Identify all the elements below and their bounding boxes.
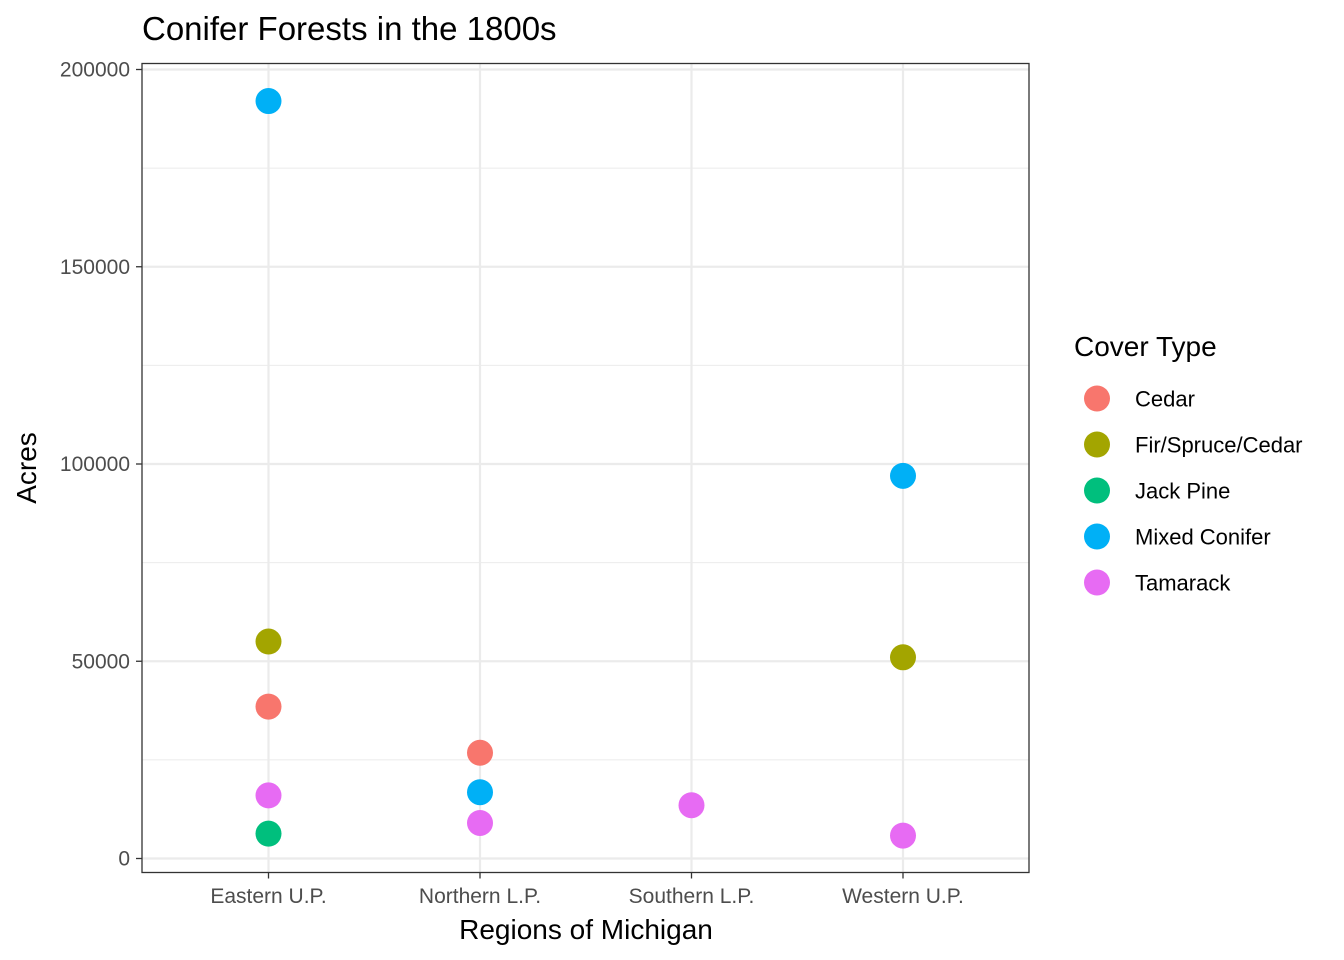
data-point xyxy=(467,779,493,806)
legend-key xyxy=(1084,431,1110,458)
chart-title: Conifer Forests in the 1800s xyxy=(142,10,557,47)
data-point xyxy=(890,822,916,849)
legend-key xyxy=(1084,569,1110,596)
plot-panel-border xyxy=(141,62,1030,874)
legend: Cover Type Cedar Fir/Spruce/Cedar Jack Pin… xyxy=(1074,331,1303,596)
x-tick-label: Northern L.P. xyxy=(419,885,541,908)
data-point xyxy=(255,628,282,655)
data-point xyxy=(255,88,282,115)
axes: 0 50000 100000 150000 200000 Eastern U.P. Nort… xyxy=(60,59,964,909)
legend-label: Jack Pine xyxy=(1135,479,1230,504)
y-tick-label: 50000 xyxy=(72,650,130,673)
data-point xyxy=(890,462,916,489)
y-axis-title: Acres xyxy=(11,432,42,504)
data-point xyxy=(678,792,705,819)
y-tick-label: 100000 xyxy=(60,453,130,476)
legend-key xyxy=(1084,523,1110,550)
x-tick-label: Western U.P. xyxy=(842,885,964,908)
data-point xyxy=(255,820,282,847)
data-point xyxy=(467,809,493,836)
x-tick-label: Eastern U.P. xyxy=(210,885,326,908)
y-tick-label: 150000 xyxy=(60,256,130,279)
legend-label: Fir/Spruce/Cedar xyxy=(1135,433,1303,458)
data-points xyxy=(255,88,916,849)
x-tick-label: Southern L.P. xyxy=(629,885,755,908)
legend-key xyxy=(1084,385,1110,412)
legend-label: Tamarack xyxy=(1135,571,1231,596)
data-point xyxy=(255,693,282,720)
legend-label: Cedar xyxy=(1135,387,1195,412)
y-tick-label: 200000 xyxy=(60,59,130,82)
y-tick-label: 0 xyxy=(118,848,130,871)
legend-label: Mixed Conifer xyxy=(1135,525,1271,550)
data-point xyxy=(255,782,282,809)
legend-key xyxy=(1084,477,1110,504)
legend-title: Cover Type xyxy=(1074,331,1217,362)
data-point xyxy=(890,644,916,671)
data-point xyxy=(467,739,493,766)
x-axis-title: Regions of Michigan xyxy=(459,914,713,945)
